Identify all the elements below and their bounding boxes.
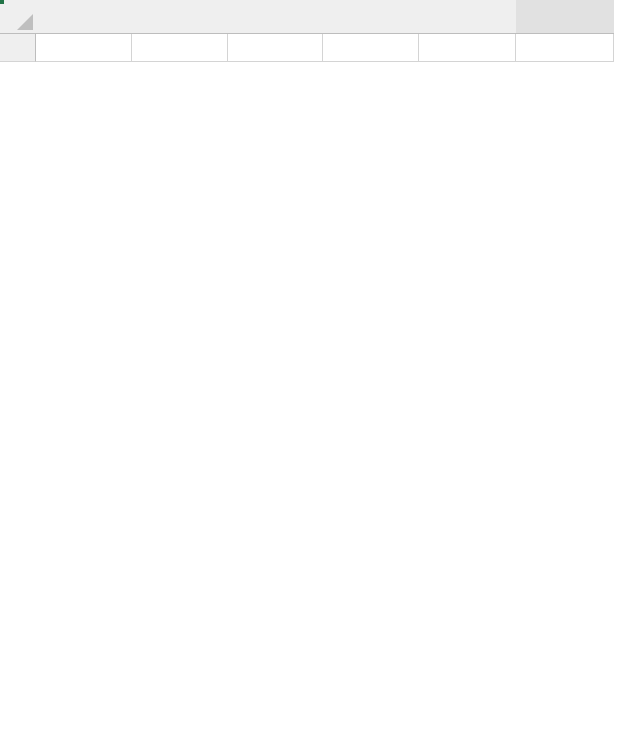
- column-header-e[interactable]: [419, 0, 516, 34]
- row-header[interactable]: [0, 34, 36, 62]
- column-header-d[interactable]: [323, 0, 419, 34]
- header-cell-ct2[interactable]: [419, 34, 516, 62]
- header-cell-target-name[interactable]: [228, 34, 323, 62]
- column-header-c[interactable]: [228, 0, 323, 34]
- header-cell-sample-name[interactable]: [132, 34, 228, 62]
- column-header-b[interactable]: [132, 0, 228, 34]
- header-cell-well-position[interactable]: [36, 34, 132, 62]
- column-header-f[interactable]: [516, 0, 614, 34]
- select-all-corner[interactable]: [0, 0, 36, 34]
- header-cell-ct-mean[interactable]: [516, 34, 614, 62]
- header-cell-ct1[interactable]: [323, 34, 419, 62]
- column-header-a[interactable]: [36, 0, 132, 34]
